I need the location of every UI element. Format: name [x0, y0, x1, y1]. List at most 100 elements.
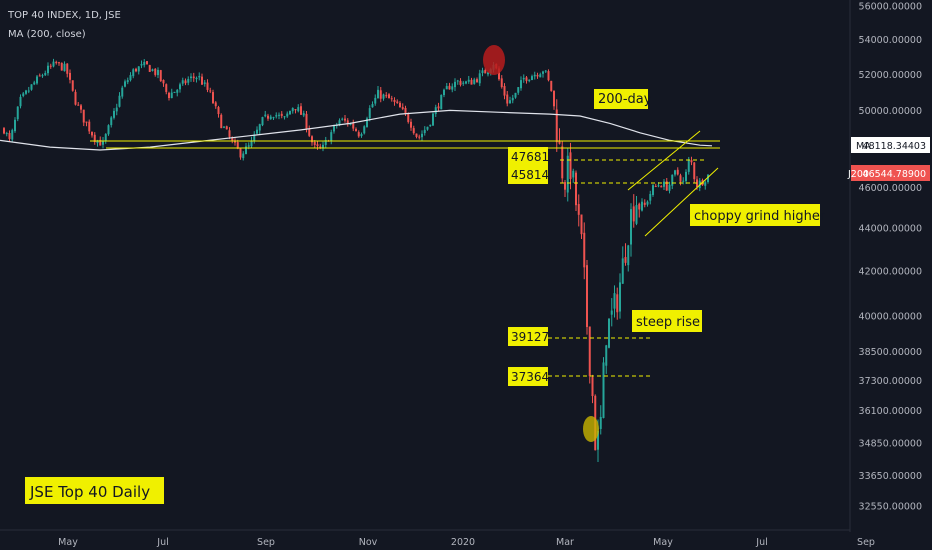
candle	[690, 156, 693, 166]
candle-body	[201, 76, 203, 85]
candle	[632, 194, 635, 228]
candle	[352, 119, 355, 132]
level-label-box	[508, 367, 548, 386]
candle	[588, 326, 591, 384]
candle	[393, 97, 396, 106]
candle-body	[399, 102, 401, 108]
candle	[264, 110, 267, 118]
candle	[599, 405, 602, 435]
candle-body	[522, 77, 525, 80]
candle-body	[253, 134, 256, 141]
time-tick-label: Jul	[755, 537, 767, 548]
candle-body	[487, 72, 489, 75]
candle-body	[539, 74, 542, 78]
candle	[401, 103, 404, 111]
candle	[630, 203, 632, 257]
candle	[261, 116, 264, 127]
candle-body	[500, 78, 503, 88]
candle	[341, 117, 344, 121]
candle-body	[575, 172, 577, 206]
candle	[454, 78, 456, 92]
candle	[388, 93, 390, 99]
candle	[467, 75, 470, 84]
candle	[209, 87, 212, 94]
candle	[605, 344, 608, 374]
price-tick-label: 40000.00000	[859, 312, 922, 323]
candle	[253, 131, 256, 144]
candle-body	[561, 146, 564, 179]
candle	[201, 73, 203, 86]
candle-body	[533, 74, 536, 77]
candle	[308, 125, 311, 138]
candle-body	[91, 132, 93, 136]
candle	[107, 124, 110, 136]
candle	[536, 72, 539, 79]
candle	[451, 83, 454, 93]
candle-body	[258, 124, 261, 131]
candle-body	[396, 101, 399, 104]
candle-body	[58, 62, 60, 64]
candle	[291, 107, 294, 114]
candle	[481, 67, 484, 77]
candle-body	[445, 86, 448, 90]
candle-body	[239, 148, 242, 158]
candle	[374, 94, 377, 106]
candle-body	[228, 130, 231, 137]
candle	[206, 79, 209, 93]
candle	[324, 136, 327, 149]
candle-body	[217, 107, 220, 115]
candle-body	[250, 140, 253, 147]
candle-body	[236, 142, 239, 149]
candle	[423, 126, 426, 136]
candle-body	[517, 87, 520, 93]
candle-body	[3, 128, 5, 134]
candle-body	[11, 130, 14, 140]
candle-body	[421, 133, 423, 138]
candle	[168, 91, 170, 101]
candle	[132, 68, 135, 79]
candle	[525, 75, 528, 84]
candle-body	[374, 97, 377, 104]
candle	[608, 318, 610, 349]
candle	[575, 170, 577, 211]
candle	[14, 117, 16, 133]
candle	[179, 82, 181, 93]
candle-body	[382, 94, 385, 99]
candle-body	[597, 430, 599, 450]
time-tick-label: May	[58, 537, 78, 548]
candle	[41, 73, 44, 78]
candle-body	[206, 82, 209, 90]
candle	[434, 104, 437, 117]
candle	[415, 133, 418, 139]
ma-tag-value: 48118.34403	[863, 141, 926, 152]
candle	[586, 260, 588, 335]
candle	[126, 77, 129, 85]
candle-body	[129, 75, 132, 81]
candle-body	[209, 90, 212, 92]
peak-marker	[483, 45, 505, 75]
candle	[165, 83, 168, 95]
candle	[203, 79, 206, 87]
candle	[553, 90, 555, 110]
price-tick-label: 38500.00000	[859, 347, 922, 358]
candle	[322, 141, 324, 152]
candle-body	[151, 69, 154, 71]
candle	[610, 298, 613, 327]
candle-body	[674, 170, 676, 175]
candles	[3, 58, 709, 462]
candle	[676, 167, 679, 176]
candle	[256, 126, 258, 135]
candle	[33, 80, 36, 86]
candle-body	[415, 133, 418, 137]
candle	[500, 75, 503, 89]
price-tick-label: 34850.00000	[859, 439, 922, 450]
candle-body	[22, 93, 25, 96]
level-label: 37364	[511, 370, 549, 384]
candle-body	[346, 120, 349, 125]
candle-body	[96, 140, 99, 144]
candle-body	[663, 181, 665, 187]
candle	[591, 374, 594, 404]
candle-body	[605, 345, 608, 366]
time-tick-label: May	[653, 537, 673, 548]
